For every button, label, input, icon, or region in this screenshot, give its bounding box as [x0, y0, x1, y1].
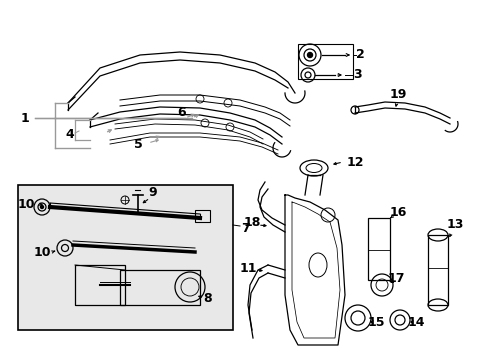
Text: 13: 13 — [446, 219, 463, 231]
Text: 15: 15 — [366, 315, 384, 328]
Text: 2: 2 — [355, 49, 364, 62]
Text: 6: 6 — [177, 107, 186, 120]
Text: 14: 14 — [407, 315, 424, 328]
Bar — [18, 185, 232, 330]
Text: 1: 1 — [20, 112, 29, 125]
Text: 5: 5 — [133, 139, 142, 152]
Circle shape — [41, 206, 43, 208]
Bar — [367, 218, 389, 280]
Text: 18: 18 — [243, 216, 260, 229]
Text: 7: 7 — [240, 221, 249, 234]
Text: 12: 12 — [346, 156, 363, 168]
Text: 10: 10 — [33, 246, 51, 258]
Text: 10: 10 — [17, 198, 35, 211]
Bar — [297, 44, 352, 79]
Bar — [195, 210, 209, 222]
Text: 17: 17 — [386, 271, 404, 284]
Bar — [120, 270, 200, 305]
Text: 8: 8 — [203, 292, 212, 305]
Bar — [75, 265, 125, 305]
Text: 9: 9 — [148, 186, 157, 199]
Text: 19: 19 — [388, 89, 406, 102]
Text: 11: 11 — [239, 261, 256, 274]
Text: 16: 16 — [388, 207, 406, 220]
Bar — [427, 235, 447, 305]
Text: 4: 4 — [65, 127, 74, 140]
Text: 3: 3 — [353, 68, 362, 81]
Circle shape — [307, 53, 312, 58]
